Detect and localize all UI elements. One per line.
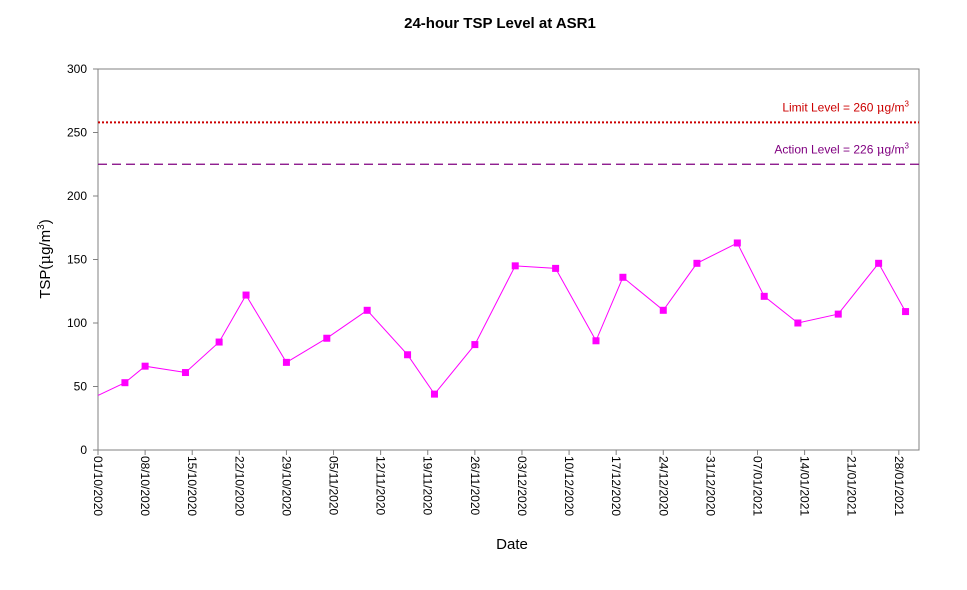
y-axis-label-close: ) [37, 219, 54, 224]
data-point [902, 308, 910, 316]
x-tick-label: 14/01/2021 [798, 456, 812, 516]
data-point [733, 239, 741, 247]
plot-area [97, 68, 920, 451]
y-tick-label: 150 [67, 253, 87, 267]
action-level-label: Action Level = 226 μg/m3 [774, 141, 909, 156]
x-tick-label: 05/11/2020 [327, 456, 341, 515]
data-point [141, 362, 149, 370]
data-point [619, 273, 627, 281]
series-line [97, 242, 906, 396]
data-point [511, 262, 519, 270]
x-tick-label: 22/10/2020 [232, 456, 246, 516]
x-tick-label: 19/11/2020 [421, 456, 435, 515]
x-tick-label: 26/11/2020 [468, 456, 482, 515]
data-point [875, 259, 883, 267]
data-point [471, 341, 479, 349]
data-point [121, 379, 129, 387]
y-axis-label-main: TSP( [37, 265, 54, 299]
data-point [282, 358, 290, 366]
y-axis-label-unit: g/m [37, 230, 54, 255]
y-tick-label: 0 [80, 443, 87, 457]
x-tick-label: 12/11/2020 [374, 456, 388, 515]
data-point [794, 319, 802, 327]
y-tick-label: 100 [67, 316, 87, 330]
data-point [659, 306, 667, 314]
y-axis-label-mu: μ [36, 255, 54, 265]
y-axis-label: TSP(μg/m3) [36, 219, 54, 299]
y-axis: 0 50 100 150 200 250 300 [67, 62, 98, 457]
x-axis-label: Date [496, 536, 528, 553]
data-point [215, 338, 223, 346]
data-point [363, 306, 371, 314]
data-point [834, 310, 842, 318]
x-tick-label: 10/12/2020 [562, 456, 576, 516]
x-tick-label: 17/12/2020 [609, 456, 623, 516]
x-tick-label: 21/01/2021 [845, 456, 859, 516]
x-tick-label: 08/10/2020 [138, 456, 152, 516]
y-tick-label: 300 [67, 62, 87, 76]
x-tick-label: 29/10/2020 [279, 456, 293, 516]
chart-title: 24-hour TSP Level at ASR1 [404, 15, 596, 32]
data-point [181, 369, 189, 377]
x-tick-label: 28/01/2021 [892, 456, 906, 516]
y-axis-label-sup: 3 [36, 224, 47, 230]
y-tick-label: 50 [74, 380, 88, 394]
y-tick-label: 250 [67, 126, 87, 140]
x-tick-label: 24/12/2020 [656, 456, 670, 516]
x-axis: 01/10/2020 08/10/2020 15/10/2020 22/10/2020… [91, 450, 906, 516]
data-point [552, 264, 560, 272]
x-tick-label: 15/10/2020 [185, 456, 199, 516]
x-tick-label: 01/10/2020 [91, 456, 105, 516]
data-point [323, 334, 331, 342]
x-tick-label: 07/01/2021 [750, 456, 764, 516]
data-point [242, 291, 250, 299]
limit-level-label: Limit Level = 260 μg/m3 [782, 99, 909, 114]
data-point [430, 390, 438, 398]
data-point [693, 259, 701, 267]
y-tick-label: 200 [67, 189, 87, 203]
reference-lines: Limit Level = 260 μg/m3 Action Level = 22… [98, 99, 919, 165]
series-group [97, 239, 910, 398]
data-point [592, 337, 600, 345]
x-tick-label: 03/12/2020 [515, 456, 529, 516]
data-point [760, 292, 768, 300]
x-tick-label: 31/12/2020 [703, 456, 717, 516]
data-point [404, 351, 412, 359]
